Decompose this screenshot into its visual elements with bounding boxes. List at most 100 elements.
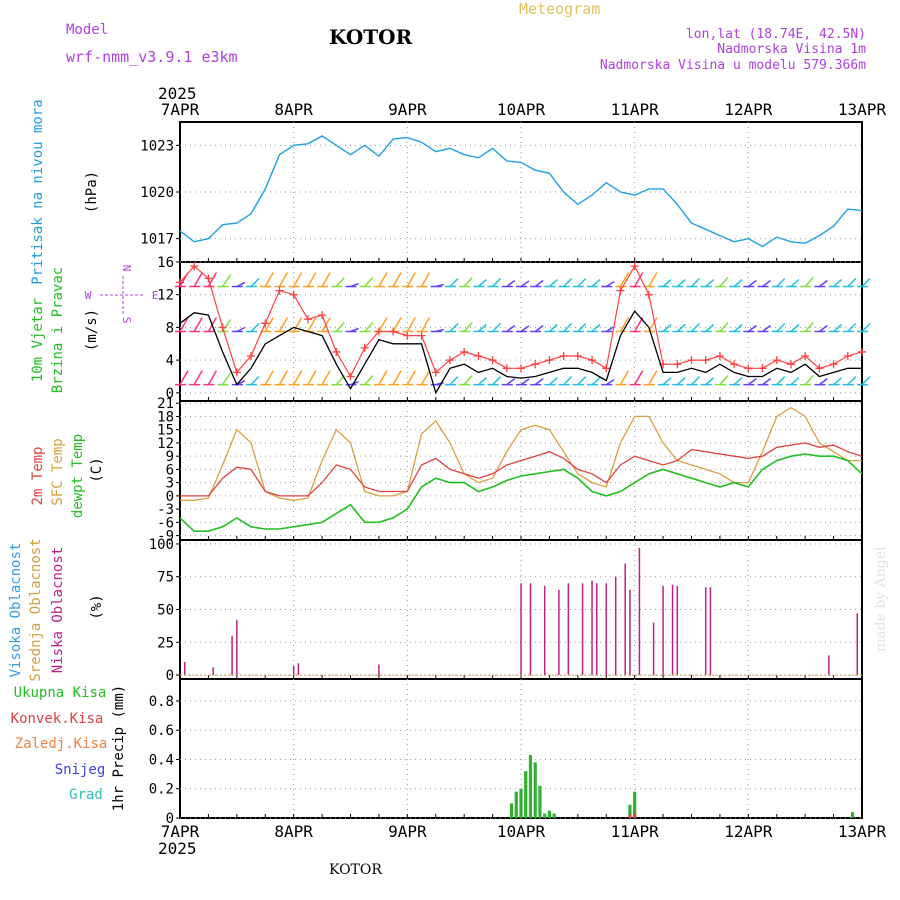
wind-barb bbox=[378, 317, 388, 332]
wind-barb bbox=[449, 376, 459, 386]
wind-barb bbox=[548, 278, 558, 288]
wind-barb bbox=[790, 377, 800, 386]
wind-barb bbox=[634, 272, 644, 287]
wind-barb bbox=[563, 277, 573, 288]
wind-barb bbox=[776, 376, 786, 386]
wind-barb bbox=[477, 278, 487, 288]
wind-barb bbox=[463, 322, 473, 332]
wind-barb bbox=[605, 379, 615, 386]
wind-barb bbox=[591, 278, 601, 288]
wind-barb bbox=[605, 325, 615, 333]
precip-label-snow: Snijeg bbox=[55, 762, 106, 778]
wind-barb bbox=[193, 272, 203, 287]
wind-barb bbox=[733, 323, 743, 333]
x-tick-label-top: 13APR bbox=[838, 100, 887, 119]
x-tick-label-top: 11APR bbox=[611, 100, 660, 119]
temp-unit: (C) bbox=[89, 457, 105, 482]
pressure-label: Pritisak na nivou mora bbox=[30, 99, 46, 284]
wind-barb bbox=[193, 317, 203, 332]
precip-bar bbox=[509, 803, 514, 818]
wind-gust-marker bbox=[531, 360, 540, 369]
y-tick-label: 0 bbox=[166, 489, 174, 505]
precip-bar bbox=[528, 755, 533, 818]
x-tick-label-top: 8APR bbox=[274, 100, 313, 119]
x-tick-label-top: 9APR bbox=[388, 100, 427, 119]
wind-gust-marker bbox=[403, 331, 412, 340]
wind-gust-marker bbox=[545, 356, 554, 365]
wind-barb bbox=[307, 317, 317, 332]
wind-label-2: Brzina i Pravac bbox=[50, 267, 66, 393]
x-tick-label-bottom: 12APR bbox=[724, 822, 773, 841]
wind-barb bbox=[463, 277, 473, 288]
precip-bar bbox=[547, 810, 552, 818]
wind-gust-marker bbox=[517, 364, 525, 373]
y-tick-label: 0.8 bbox=[149, 694, 174, 710]
y-tick-label: 3 bbox=[166, 476, 174, 492]
wind-barb bbox=[861, 277, 871, 288]
wind-barb bbox=[548, 377, 558, 386]
wind-barb bbox=[634, 317, 644, 332]
wind-barb bbox=[577, 277, 587, 288]
wind-barb bbox=[207, 370, 218, 386]
product-title: Meteogram bbox=[519, 0, 600, 18]
precip-axis-title: 1hr Precip (mm) bbox=[111, 685, 127, 811]
wind-barb bbox=[705, 278, 715, 288]
x-tick-label-top: 12APR bbox=[724, 100, 773, 119]
wind-barb bbox=[463, 375, 473, 386]
wind-barb bbox=[293, 317, 303, 332]
wind-gust-marker bbox=[389, 327, 398, 336]
y-tick-label: 12 bbox=[157, 436, 174, 452]
pressure-unit: (hPa) bbox=[84, 171, 100, 213]
lonlat: lon,lat (18.74E, 42.5N) bbox=[686, 27, 866, 42]
wind-gust-marker bbox=[502, 364, 511, 373]
wind-barb bbox=[278, 317, 289, 332]
y-tick-label: 0.4 bbox=[149, 752, 174, 768]
wind-barb bbox=[719, 322, 729, 332]
y-tick-label: 0 bbox=[166, 811, 174, 827]
cloud-label-low: Niska Oblacnost bbox=[50, 547, 66, 673]
wind-gust-marker bbox=[460, 347, 469, 356]
precip-bar bbox=[628, 815, 632, 818]
wind-gust-marker bbox=[318, 311, 327, 320]
cloud-unit: (%) bbox=[89, 594, 105, 619]
wind-barb bbox=[591, 377, 601, 386]
wind-barb bbox=[690, 322, 701, 333]
wind-barb bbox=[705, 323, 715, 333]
wind-barb bbox=[506, 324, 516, 333]
wind-barb bbox=[506, 378, 516, 386]
wind-unit: (m/s) bbox=[84, 309, 100, 351]
wind-speed-line bbox=[179, 309, 862, 395]
precip-bar bbox=[628, 804, 632, 818]
x-axis-ticks: 7APR 7APR 8APR 8APR 9APR 9APR 10APR 10APR 11APR 1… bbox=[161, 100, 887, 841]
wind-barb bbox=[648, 370, 658, 386]
wind-barb bbox=[193, 370, 203, 386]
wind-barb bbox=[449, 277, 459, 288]
wind-gust-marker bbox=[730, 360, 739, 369]
wind-barb bbox=[847, 322, 857, 333]
wind-barb bbox=[747, 279, 757, 288]
wind-barb bbox=[690, 277, 701, 288]
wind-gust-marker bbox=[687, 356, 696, 365]
wind-barb bbox=[762, 378, 771, 386]
wind-barb bbox=[790, 323, 800, 333]
wind-gust-marker bbox=[261, 319, 270, 328]
wind-barb bbox=[278, 272, 289, 287]
precip-bar bbox=[538, 785, 542, 818]
wind-barb bbox=[705, 377, 715, 386]
wind-barb bbox=[719, 375, 729, 386]
pressure-line bbox=[179, 135, 863, 248]
year-top: 2025 bbox=[158, 84, 197, 103]
wind-barb bbox=[605, 280, 615, 288]
wind-gust-marker bbox=[858, 347, 866, 356]
dewpt-line bbox=[179, 453, 863, 533]
wind-barb bbox=[250, 322, 260, 333]
precip-label-conv: Konvek.Kisa bbox=[11, 711, 104, 727]
wind-barb bbox=[222, 274, 232, 287]
y-tick-label: -9 bbox=[157, 529, 174, 545]
x-tick-label-bottom: 11APR bbox=[611, 822, 660, 841]
wind-gust-marker bbox=[715, 352, 724, 361]
wind-gust-marker bbox=[218, 323, 227, 332]
y-tick-label: 1020 bbox=[140, 185, 174, 201]
wind-gust-marker bbox=[588, 356, 597, 365]
